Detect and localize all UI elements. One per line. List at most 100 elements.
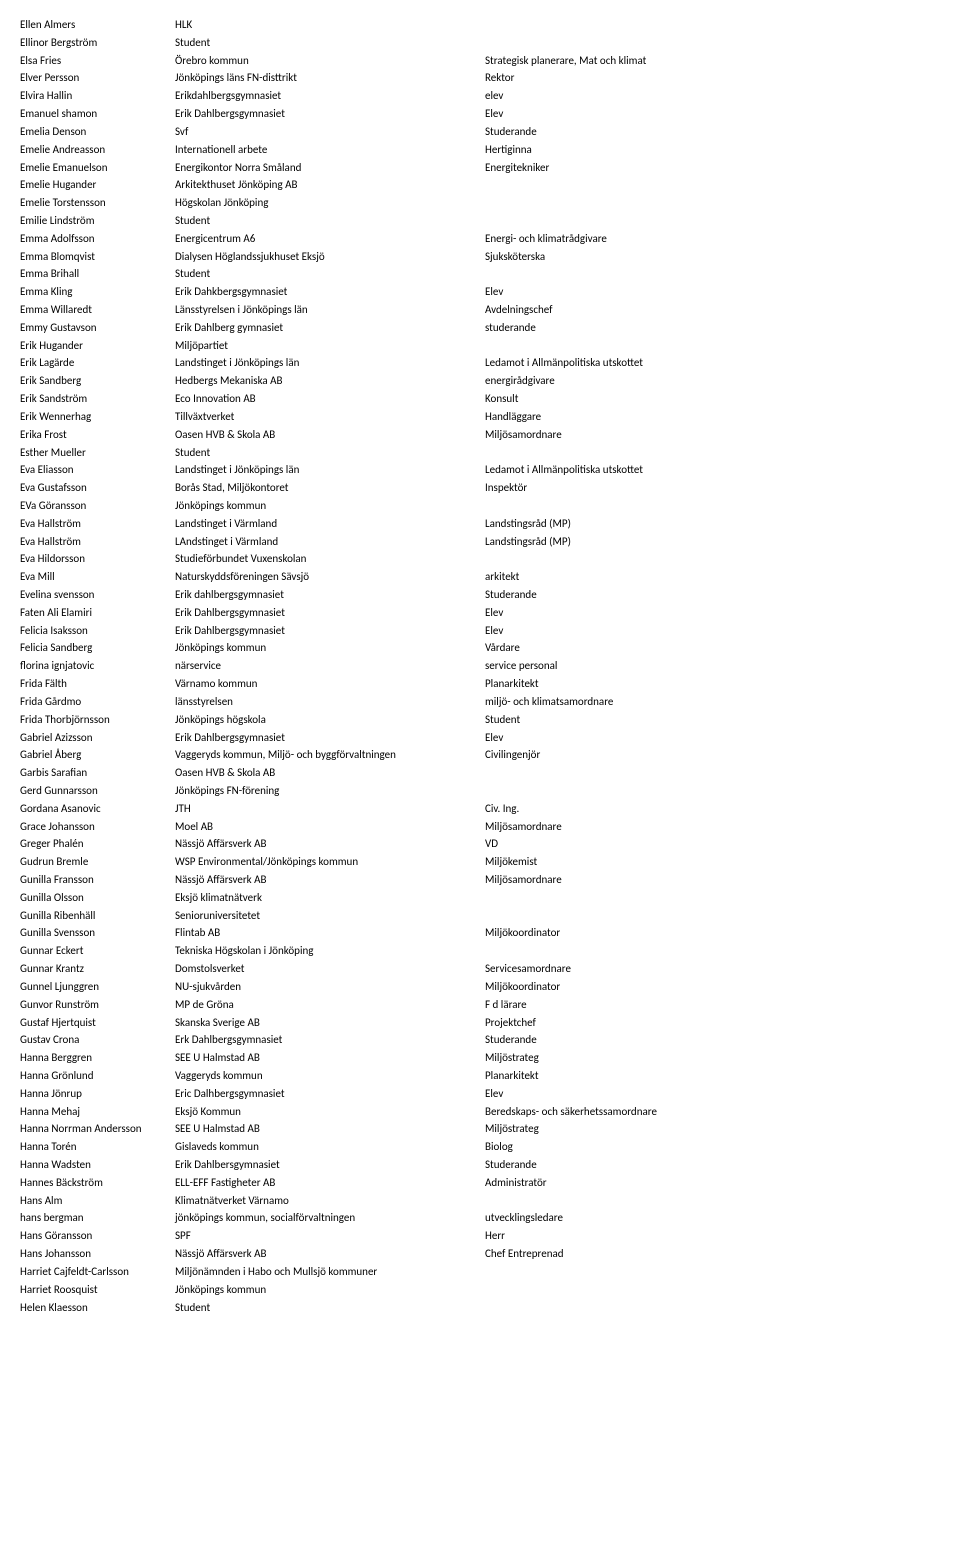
role-cell: F d lärare: [485, 996, 940, 1014]
table-row: Hans JohanssonNässjö Affärsverk ABChef E…: [20, 1245, 940, 1263]
table-row: Emilie LindströmStudent: [20, 212, 940, 230]
role-cell: Studerande: [485, 1156, 940, 1174]
table-row: Gunilla OlssonEksjö klimatnätverk: [20, 889, 940, 907]
table-row: Gunilla SvenssonFlintab ABMiljökoordinat…: [20, 924, 940, 942]
table-row: Frida Gårdmolänsstyrelsenmiljö- och klim…: [20, 693, 940, 711]
name-cell: Hans Johansson: [20, 1245, 175, 1263]
organization-cell: Student: [175, 444, 485, 462]
table-row: Hans GöranssonSPFHerr: [20, 1227, 940, 1245]
name-cell: Gunnar Krantz: [20, 960, 175, 978]
table-row: hans bergmanjönköpings kommun, socialför…: [20, 1209, 940, 1227]
role-cell: [485, 176, 940, 194]
role-cell: [485, 1281, 940, 1299]
table-row: Emma BlomqvistDialysen Höglandssjukhuset…: [20, 248, 940, 266]
organization-cell: Student: [175, 34, 485, 52]
table-row: Gabriel AzizssonErik DahlbergsgymnasietE…: [20, 729, 940, 747]
organization-cell: Eco Innovation AB: [175, 390, 485, 408]
table-row: Emma AdolfssonEnergicentrum A6Energi- oc…: [20, 230, 940, 248]
organization-cell: Student: [175, 212, 485, 230]
table-row: Felicia IsakssonErik DahlbergsgymnasietE…: [20, 622, 940, 640]
role-cell: Miljöstrateg: [485, 1049, 940, 1067]
table-row: Hanna TorénGislaveds kommunBiolog: [20, 1138, 940, 1156]
organization-cell: närservice: [175, 657, 485, 675]
organization-cell: Länsstyrelsen i Jönköpings län: [175, 301, 485, 319]
organization-cell: Eric Dalhbergsgymnasiet: [175, 1085, 485, 1103]
table-row: Hanna WadstenErik DahlbersgymnasietStude…: [20, 1156, 940, 1174]
role-cell: Elev: [485, 1085, 940, 1103]
role-cell: Studerande: [485, 1031, 940, 1049]
name-cell: Hanna Berggren: [20, 1049, 175, 1067]
table-row: Eva HallströmLandstinget i VärmlandLands…: [20, 515, 940, 533]
table-row: Gunnar EckertTekniska Högskolan i Jönköp…: [20, 942, 940, 960]
role-cell: Konsult: [485, 390, 940, 408]
role-cell: [485, 444, 940, 462]
name-cell: Emma Blomqvist: [20, 248, 175, 266]
role-cell: Civ. Ing.: [485, 800, 940, 818]
organization-cell: Miljöpartiet: [175, 337, 485, 355]
name-cell: Greger Phalén: [20, 835, 175, 853]
name-cell: Emelie Andreasson: [20, 141, 175, 159]
table-row: Emelie HuganderArkitekthuset Jönköping A…: [20, 176, 940, 194]
organization-cell: Miljönämnden i Habo och Mullsjö kommuner: [175, 1263, 485, 1281]
role-cell: Planarkitekt: [485, 675, 940, 693]
table-row: Emelie TorstenssonHögskolan Jönköping: [20, 194, 940, 212]
table-row: Hanna JönrupEric DalhbergsgymnasietElev: [20, 1085, 940, 1103]
organization-cell: Oasen HVB & Skola AB: [175, 426, 485, 444]
table-row: Harriet Cajfeldt-CarlssonMiljönämnden i …: [20, 1263, 940, 1281]
organization-cell: Arkitekthuset Jönköping AB: [175, 176, 485, 194]
name-cell: Eva Mill: [20, 568, 175, 586]
name-cell: Gordana Asanovic: [20, 800, 175, 818]
name-cell: Elver Persson: [20, 69, 175, 87]
name-cell: Frida Fälth: [20, 675, 175, 693]
name-cell: Gustaf Hjertquist: [20, 1014, 175, 1032]
name-cell: Emmy Gustavson: [20, 319, 175, 337]
organization-cell: Värnamo kommun: [175, 675, 485, 693]
organization-cell: Studieförbundet Vuxenskolan: [175, 550, 485, 568]
organization-cell: Dialysen Höglandssjukhuset Eksjö: [175, 248, 485, 266]
name-cell: Elvira Hallin: [20, 87, 175, 105]
name-cell: Emelie Torstensson: [20, 194, 175, 212]
role-cell: [485, 764, 940, 782]
organization-cell: JTH: [175, 800, 485, 818]
table-row: Emelie EmanuelsonEnergikontor Norra Smål…: [20, 159, 940, 177]
table-row: Gerd GunnarssonJönköpings FN-förening: [20, 782, 940, 800]
table-row: Gunnar KrantzDomstolsverketServicesamord…: [20, 960, 940, 978]
organization-cell: Klimatnätverket Värnamo: [175, 1192, 485, 1210]
table-row: Hanna Norrman AnderssonSEE U Halmstad AB…: [20, 1120, 940, 1138]
table-row: Erik HuganderMiljöpartiet: [20, 337, 940, 355]
name-cell: florina ignjatovic: [20, 657, 175, 675]
role-cell: Sjuksköterska: [485, 248, 940, 266]
organization-cell: SEE U Halmstad AB: [175, 1049, 485, 1067]
role-cell: Landstingsråd (MP): [485, 515, 940, 533]
name-cell: Felicia Sandberg: [20, 639, 175, 657]
table-row: Faten Ali ElamiriErik Dahlbergsgymnasiet…: [20, 604, 940, 622]
role-cell: miljö- och klimatsamordnare: [485, 693, 940, 711]
role-cell: Elev: [485, 729, 940, 747]
name-cell: Harriet Cajfeldt-Carlsson: [20, 1263, 175, 1281]
organization-cell: Landstinget i Värmland: [175, 515, 485, 533]
name-cell: Eva Gustafsson: [20, 479, 175, 497]
organization-cell: Erikdahlbergsgymnasiet: [175, 87, 485, 105]
role-cell: [485, 889, 940, 907]
organization-cell: Landstinget i Jönköpings län: [175, 461, 485, 479]
name-cell: Gunvor Runström: [20, 996, 175, 1014]
role-cell: [485, 942, 940, 960]
organization-cell: Jönköpings kommun: [175, 1281, 485, 1299]
table-row: Emma BrihallStudent: [20, 265, 940, 283]
name-cell: Hanna Norrman Andersson: [20, 1120, 175, 1138]
role-cell: Vårdare: [485, 639, 940, 657]
role-cell: Miljöstrateg: [485, 1120, 940, 1138]
organization-cell: Erik Dahlbergsgymnasiet: [175, 604, 485, 622]
table-row: Helen KlaessonStudent: [20, 1299, 940, 1317]
table-row: Erik LagärdeLandstinget i Jönköpings län…: [20, 354, 940, 372]
name-cell: Hannes Bäckström: [20, 1174, 175, 1192]
organization-cell: Tekniska Högskolan i Jönköping: [175, 942, 485, 960]
name-cell: Ellinor Bergström: [20, 34, 175, 52]
role-cell: VD: [485, 835, 940, 853]
organization-cell: Jönköpings högskola: [175, 711, 485, 729]
role-cell: [485, 34, 940, 52]
organization-cell: Erik Dahlbergsgymnasiet: [175, 622, 485, 640]
name-cell: Emma Adolfsson: [20, 230, 175, 248]
organization-cell: Högskolan Jönköping: [175, 194, 485, 212]
name-cell: Erik Hugander: [20, 337, 175, 355]
